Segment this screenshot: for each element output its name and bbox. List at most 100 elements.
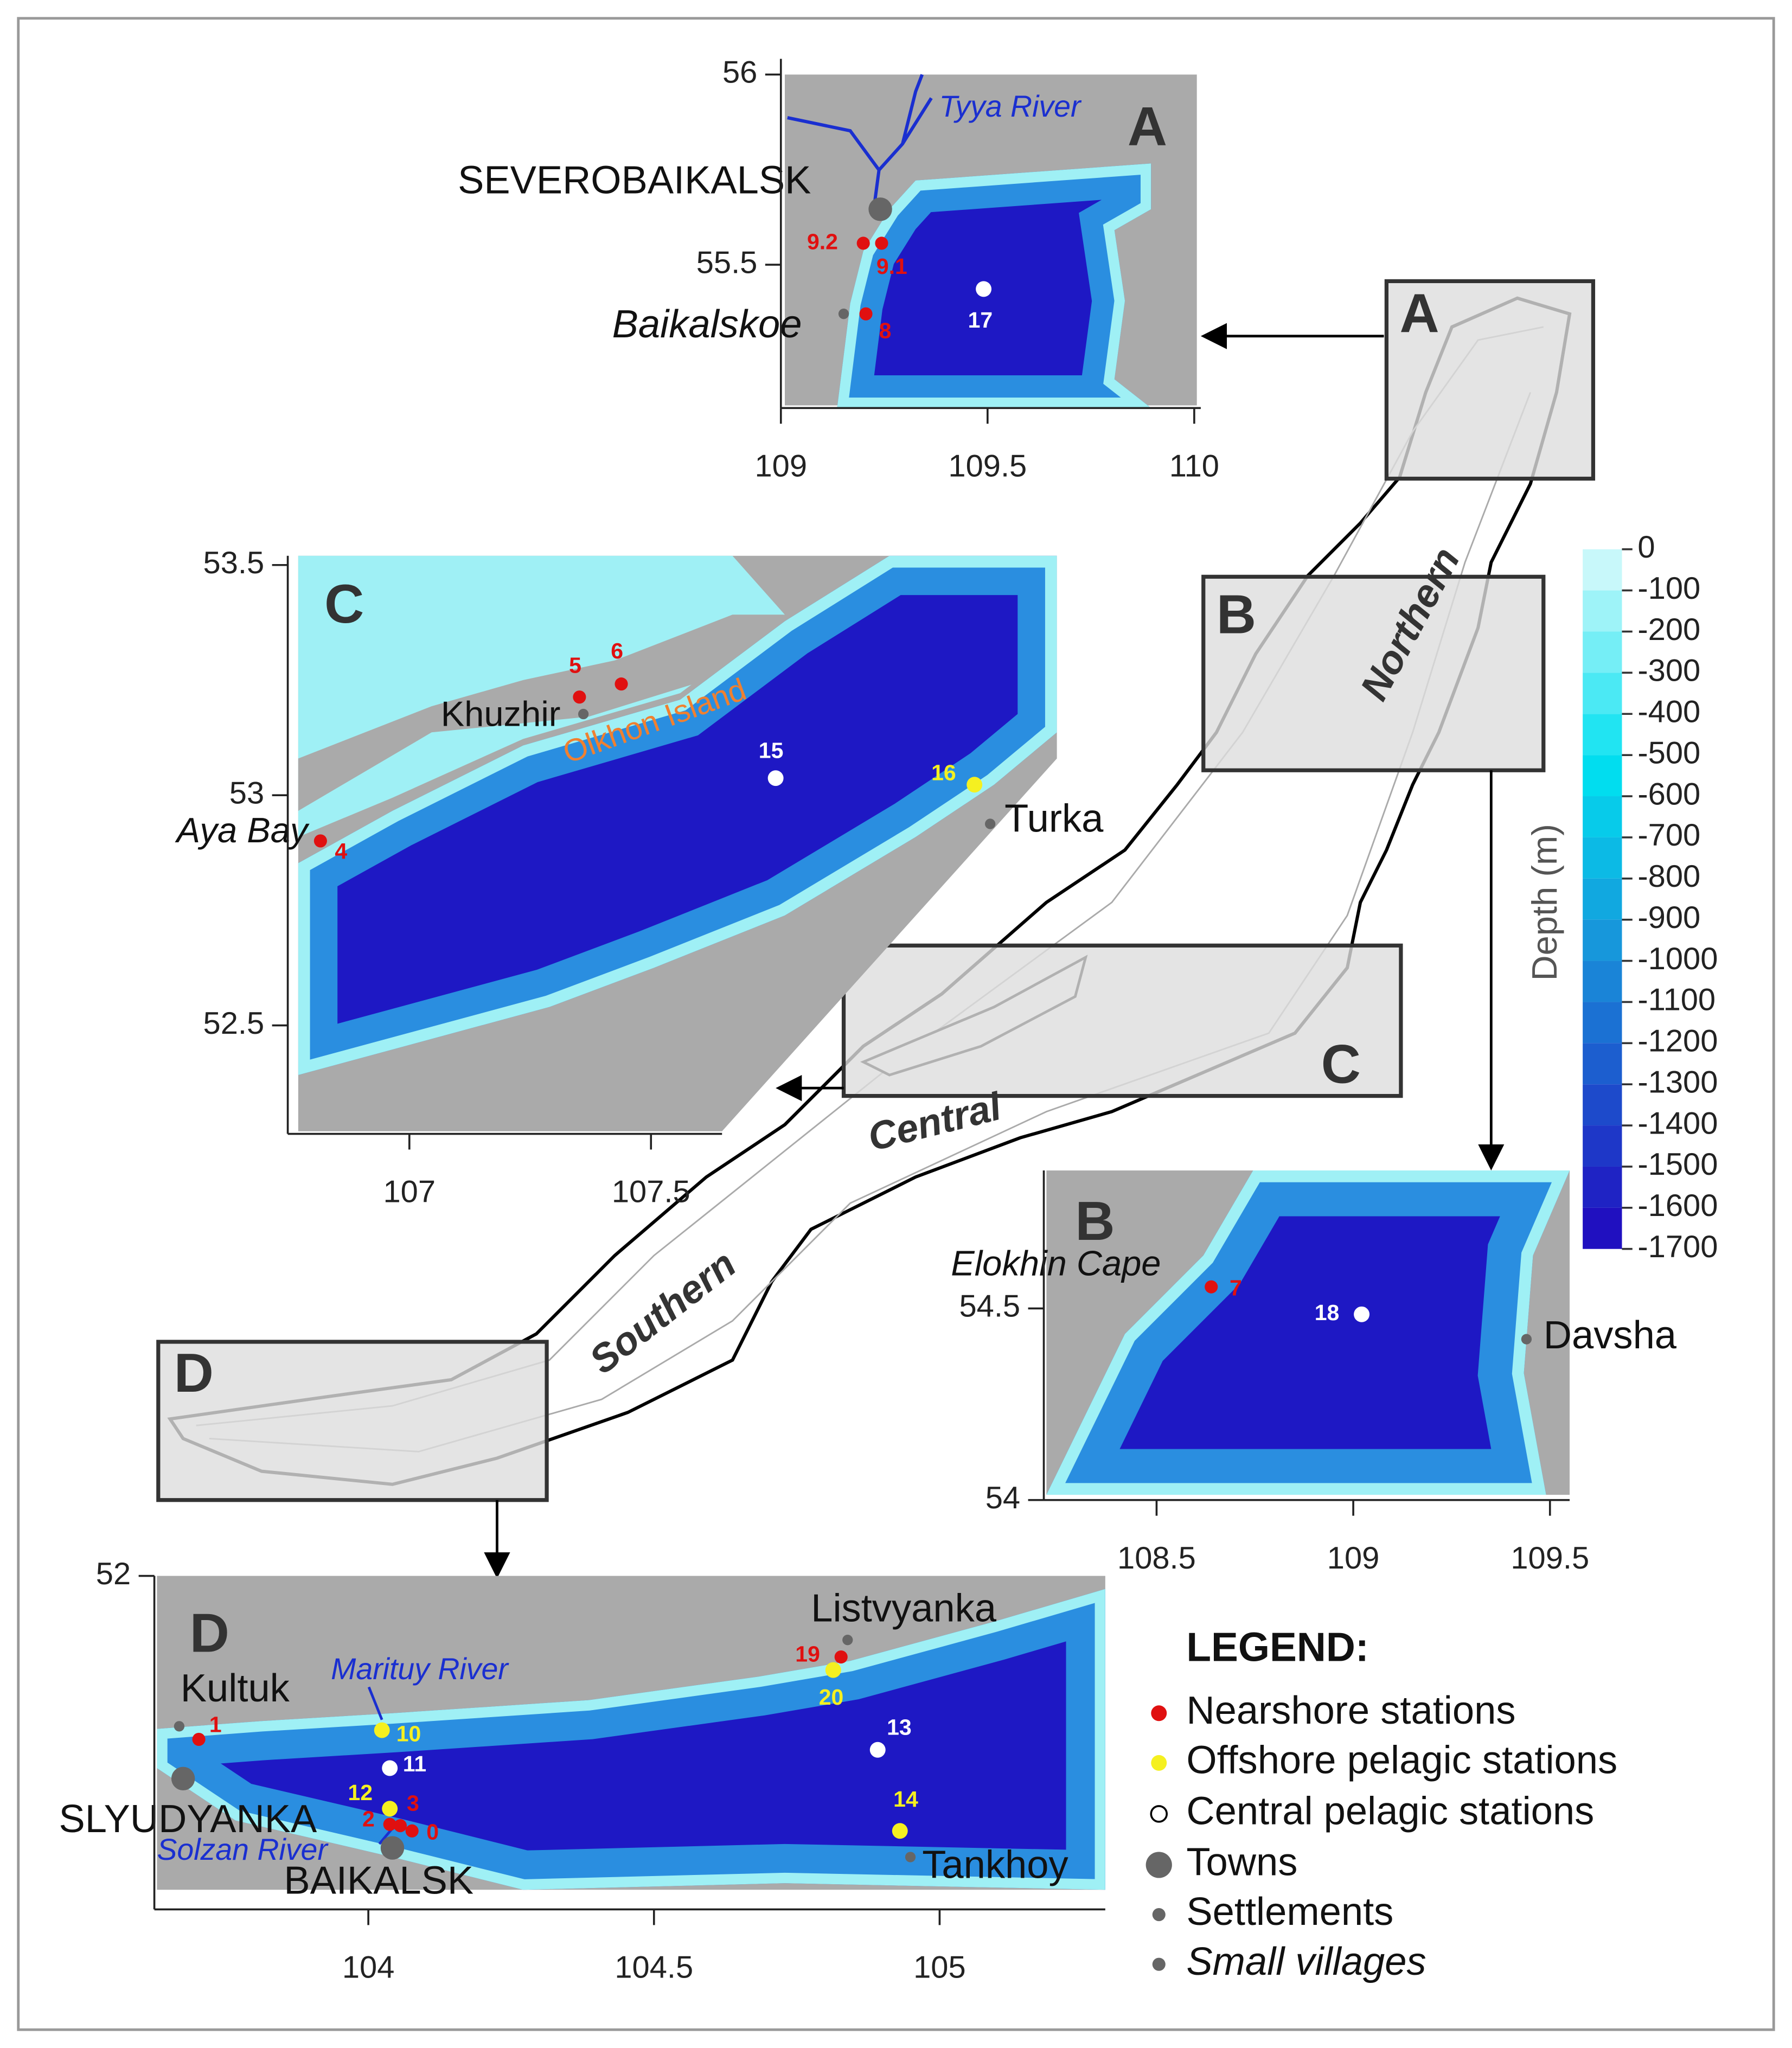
main-map: A B C D Northern Central Southern [156, 279, 1596, 1579]
station-label: 7 [1230, 1275, 1242, 1300]
colorbar-tick-label: -1100 [1637, 983, 1716, 1017]
colorbar-tick-label: 0 [1637, 530, 1655, 565]
colorbar-band [1583, 673, 1622, 714]
y-tick-label: 56 [722, 55, 757, 90]
river [787, 74, 933, 210]
legend-marker [1150, 1805, 1168, 1823]
colorbar-band [1583, 1166, 1622, 1208]
colorbar-band [1583, 1207, 1622, 1249]
colorbar-tick-label: -700 [1637, 818, 1700, 853]
station [834, 1650, 848, 1664]
settlement-label: Davsha [1544, 1314, 1677, 1357]
station-label: 4 [335, 839, 347, 863]
legend-marker [1151, 1705, 1167, 1721]
station [615, 677, 628, 691]
village [838, 309, 849, 319]
station [767, 770, 784, 786]
box-d [156, 1340, 549, 1502]
station [573, 690, 586, 704]
station-label: 11 [403, 1751, 426, 1776]
x-tick-label: 109.5 [1511, 1541, 1589, 1576]
colorbar-band [1583, 837, 1622, 879]
legend-label: Central pelagic stations [1186, 1790, 1594, 1833]
settlement-label: Khuzhir [441, 694, 561, 734]
colorbar-band [1583, 1043, 1622, 1085]
town-label: BAIKALSK [284, 1859, 473, 1902]
colorbar-band [1583, 549, 1622, 591]
town [868, 197, 892, 221]
legend-marker [1152, 1957, 1166, 1971]
station [192, 1732, 206, 1746]
legend-label: Small villages [1186, 1940, 1426, 1983]
station [869, 1742, 886, 1758]
y-tick-label: 54 [985, 1481, 1020, 1515]
legend-label: Offshore pelagic stations [1186, 1738, 1617, 1782]
inset-b: B Elokhin Cape Davsha 7 18 [951, 1170, 1677, 1495]
colorbar-band [1583, 919, 1622, 961]
station-label: 6 [611, 638, 623, 663]
station [856, 236, 870, 250]
colorbar-tick-label: -1000 [1637, 942, 1718, 976]
y-tick-label: 54.5 [959, 1289, 1020, 1324]
olkhon [298, 615, 785, 811]
settlement-label: Tankhoy [922, 1843, 1068, 1886]
legend: LEGEND: Nearshore stations Offshore pela… [1145, 1624, 1617, 1983]
y-tick-label: 53 [229, 776, 264, 810]
panel-letter: C [324, 573, 364, 635]
colorbar-band [1583, 631, 1622, 673]
station [382, 1760, 398, 1776]
station-label: 8 [879, 318, 892, 343]
panel-letter: D [190, 1603, 229, 1664]
river [367, 1686, 394, 1845]
x-tick-label: 107 [383, 1175, 436, 1209]
town [380, 1836, 405, 1860]
colorbar-tick-label: -1300 [1637, 1065, 1718, 1099]
settlement [578, 708, 589, 720]
panel-letter: B [1075, 1191, 1115, 1252]
x-tick-label: 110 [1169, 449, 1219, 484]
legend-label: Settlements [1186, 1890, 1393, 1934]
colorbar-band [1583, 1002, 1622, 1044]
colorbar-tick-label: -400 [1637, 695, 1700, 729]
legend-marker [1145, 1852, 1172, 1878]
colorbar-tick-label: -500 [1637, 735, 1700, 770]
legend-title: LEGEND: [1186, 1624, 1368, 1670]
station [976, 281, 992, 297]
x-tick-label: 109 [1327, 1541, 1380, 1576]
colorbar-tick-label: -200 [1637, 612, 1700, 647]
colorbar-tick-label: -1500 [1637, 1147, 1718, 1182]
colorbar-tick-label: -800 [1637, 859, 1700, 894]
colorbar-tick-label: -1600 [1637, 1188, 1718, 1223]
x-tick-label: 109.5 [948, 449, 1027, 484]
inset-c: C Khuzhir Olkhon Island Aya Bay Turka 5 … [175, 555, 1104, 1131]
x-tick-label: 107.5 [612, 1175, 690, 1209]
station [967, 777, 983, 793]
colorbar-tick-label: -1400 [1637, 1106, 1718, 1141]
colorbar-tick-label: -100 [1637, 571, 1700, 606]
x-tick-label: 104.5 [615, 1950, 693, 1985]
station-label: 9.2 [807, 229, 838, 254]
box-c [841, 943, 1403, 1098]
station [383, 1817, 396, 1831]
town [171, 1767, 195, 1790]
river-label: Tyya River [939, 89, 1082, 123]
y-tick-label: 52.5 [203, 1006, 265, 1041]
station [393, 1819, 407, 1833]
settlement [984, 818, 996, 829]
box-label: D [174, 1342, 214, 1404]
colorbar-band [1583, 755, 1622, 797]
station [405, 1824, 419, 1838]
station-label: 9.1 [876, 254, 907, 279]
river-label: Solzan River [157, 1833, 329, 1866]
colorbar-tick-label: -900 [1637, 900, 1700, 935]
village-label: Baikalskoe [612, 303, 802, 346]
station-label: 3 [407, 1790, 419, 1815]
station-label: 17 [968, 308, 993, 332]
colorbar-title: Depth (m) [1525, 824, 1564, 981]
box-label: B [1217, 584, 1256, 645]
x-tick-label: 108.5 [1117, 1541, 1196, 1576]
station-label: 16 [931, 760, 956, 785]
settlement [905, 1852, 916, 1863]
